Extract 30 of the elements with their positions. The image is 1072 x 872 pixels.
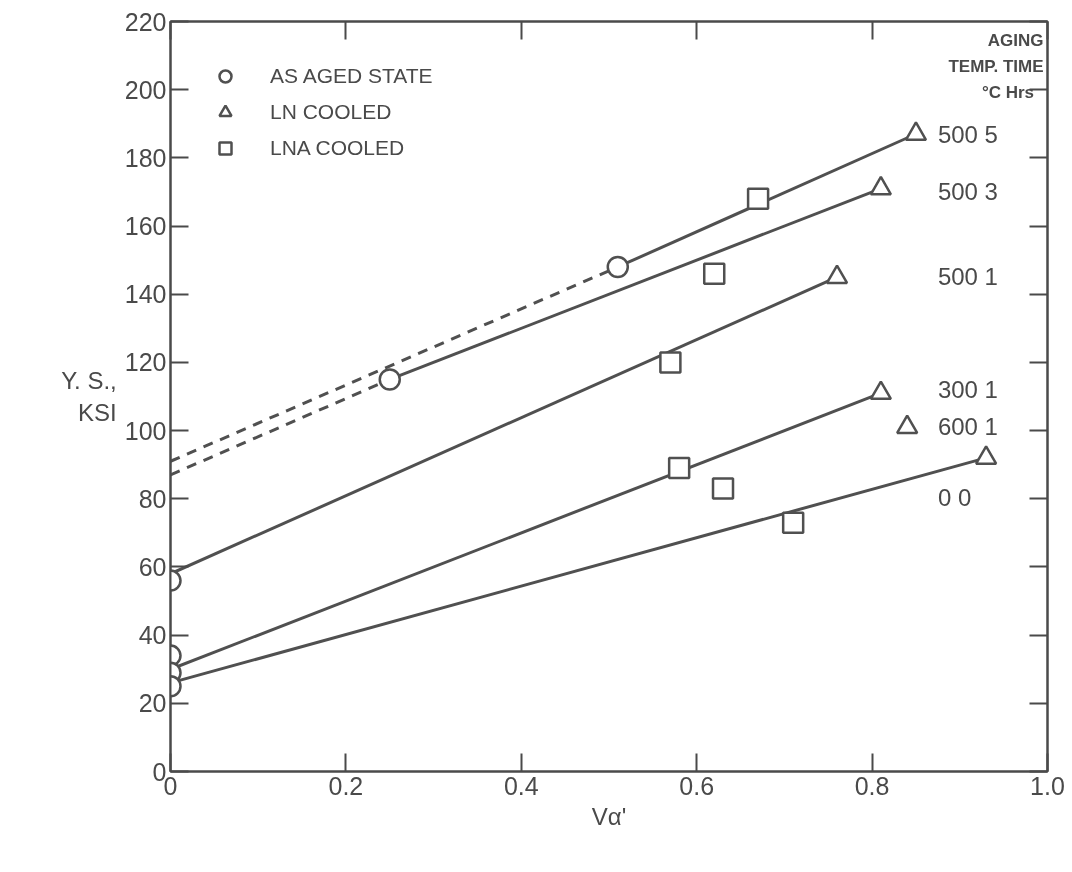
annotation: °C Hrs (981, 83, 1035, 103)
annotation: 500 5 (937, 120, 998, 148)
legend-label: AS AGED STATE (270, 64, 433, 88)
legend-label: LNA COOLED (270, 136, 405, 160)
y-tick-label: 20 (138, 689, 167, 718)
annotation: 0 0 (937, 484, 972, 512)
x-tick-label: 0.2 (328, 771, 364, 800)
y-axis-title: Y. S., KSI (61, 366, 117, 427)
y-tick-label: 120 (124, 348, 167, 377)
y-tick-label: 40 (138, 621, 167, 650)
annotation: 500 1 (937, 263, 998, 290)
x-tick-label: 0.4 (503, 771, 539, 800)
x-tick-label: 0.6 (679, 771, 715, 800)
legend-label: LN COOLED (270, 100, 392, 124)
annotation: 300 1 (937, 375, 998, 403)
y-tick-label: 180 (124, 143, 167, 172)
y-tick-label: 220 (124, 7, 167, 36)
y-tick-label: 160 (124, 212, 167, 241)
x-tick-label: 0.8 (854, 771, 890, 800)
annotation: AGING (987, 30, 1044, 50)
y-tick-label: 80 (138, 484, 167, 513)
annotation: 500 3 (937, 178, 998, 206)
y-tick-label: 140 (124, 280, 167, 309)
annotation: 600 1 (937, 413, 998, 440)
y-tick-label: 60 (138, 552, 167, 581)
x-tick-label: 1.0 (1030, 771, 1065, 800)
y-tick-label: 200 (124, 75, 167, 104)
annotation: TEMP. TIME (948, 57, 1044, 76)
y-tick-label: 100 (124, 416, 167, 445)
x-axis-title: Vα' (591, 802, 627, 830)
